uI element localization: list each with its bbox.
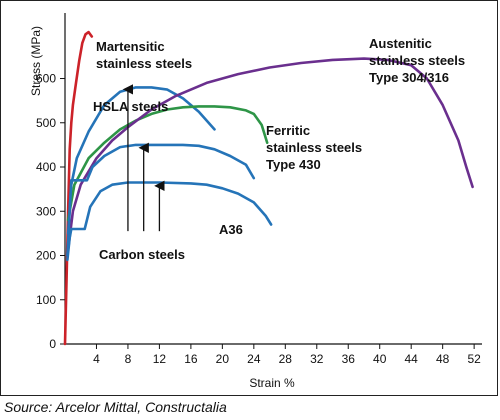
- x-tick-label: 44: [405, 352, 419, 366]
- x-tick-label: 24: [247, 352, 261, 366]
- series-line-3: [66, 105, 269, 222]
- y-tick-label: 0: [49, 337, 56, 351]
- annotation-ferritic-line3: Type 430: [266, 157, 321, 172]
- annotation-arrows: [122, 84, 165, 232]
- axes: [64, 13, 482, 345]
- y-tick-label: 200: [36, 249, 56, 263]
- chart-frame: 0 100 200 300 400 500 600 4 8 12 16 20 24 28 32 36 40 44 4…: [0, 0, 498, 396]
- annotation-a36: A36: [219, 222, 243, 237]
- x-tick-label: 40: [373, 352, 387, 366]
- annotation-austenitic-line1: Austenitic: [369, 36, 432, 51]
- x-tick-label: 20: [216, 352, 230, 366]
- x-tick-label: 16: [184, 352, 198, 366]
- x-tick-label: 8: [125, 352, 132, 366]
- y-tick-label: 500: [36, 116, 56, 130]
- annotation-austenitic-line2: stainless steels: [369, 53, 465, 68]
- series-lines: [63, 30, 474, 346]
- x-tick-label: 52: [467, 352, 481, 366]
- x-tick-label: 4: [93, 352, 100, 366]
- y-axis-title: Stress (MPa): [29, 26, 43, 96]
- annotation-hsla: HSLA steels: [93, 99, 168, 114]
- x-axis-title: Strain %: [249, 376, 295, 390]
- y-tick-label: 300: [36, 204, 56, 218]
- series-line-4: [66, 57, 474, 257]
- annotations: Martensitic stainless steels Austenitic …: [93, 36, 465, 262]
- annotation-ferritic-line1: Ferritic: [266, 123, 310, 138]
- x-tick-label: 48: [436, 352, 450, 366]
- x-tick-label: 28: [279, 352, 293, 366]
- source-note: Source: Arcelor Mittal, Constructalia: [4, 399, 227, 415]
- x-tick-label: 36: [342, 352, 356, 366]
- annotation-martensitic-line1: Martensitic: [96, 39, 165, 54]
- y-tick-label: 100: [36, 293, 56, 307]
- x-tick-label: 12: [153, 352, 167, 366]
- annotation-carbon-steels: Carbon steels: [99, 247, 185, 262]
- y-tick-label: 600: [36, 72, 56, 86]
- annotation-ferritic-line2: stainless steels: [266, 140, 362, 155]
- annotation-martensitic-line2: stainless steels: [96, 56, 192, 71]
- y-tick-label: 400: [36, 160, 56, 174]
- annotation-austenitic-line3: Type 304/316: [369, 70, 449, 85]
- x-tick-label: 32: [310, 352, 324, 366]
